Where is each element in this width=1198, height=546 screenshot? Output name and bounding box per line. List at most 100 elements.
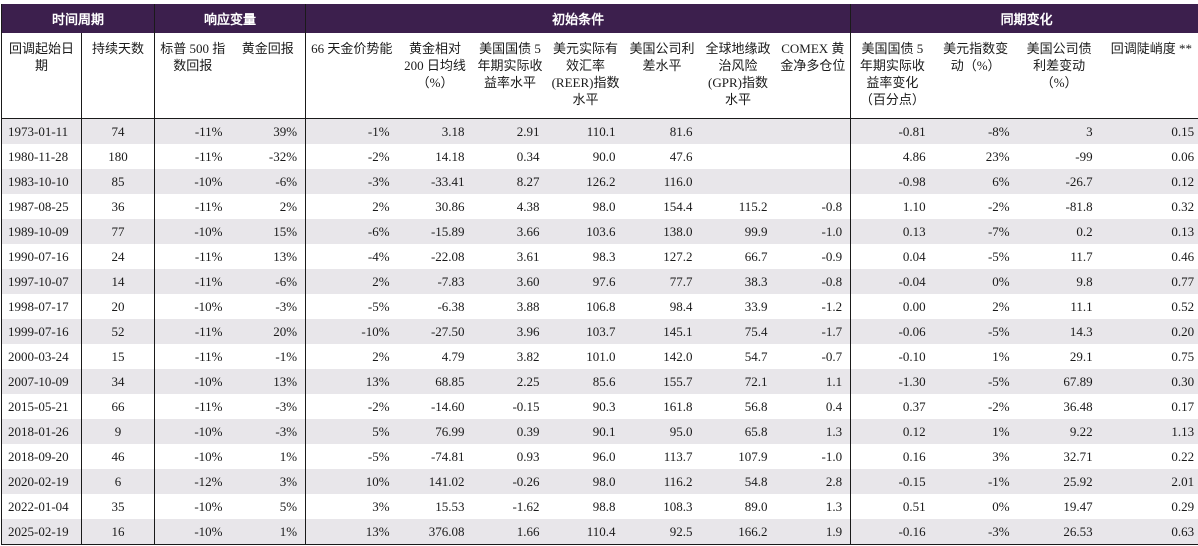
cell-duration: 52 [80,319,155,344]
cell-usd-reer: 103.7 [547,319,624,344]
cell-credit-spread: 142.0 [623,344,701,369]
cell-comex-net-long: 1.9 [775,519,851,545]
cell-usd-reer: 101.0 [547,344,624,369]
cell-dxy-change: -3% [933,519,1018,545]
cell-duration: 20 [80,294,155,319]
cell-5y-real-yield: 3.66 [472,219,548,244]
cell-gpr-index [700,144,776,169]
cell-gpr-index: 99.9 [700,219,776,244]
cell-spread-change: 14.3 [1017,319,1101,344]
cell-dxy-change: 1% [933,419,1018,444]
cell-gpr-index: 33.9 [700,294,776,319]
cell-spread-change: 9.8 [1017,269,1101,294]
cell-real-yield-change: 1.10 [850,194,934,219]
cell-credit-spread: 98.4 [623,294,701,319]
col-header-usd-reer: 美元实际有效汇率 (REER)指数水平 [547,33,624,119]
cell-sp500-return: -11% [154,144,231,169]
cell-credit-spread: 138.0 [623,219,701,244]
cell-real-yield-change: -0.81 [850,118,934,144]
cell-gold-vs-200dma: 68.85 [397,369,473,394]
cell-spread-change: 26.53 [1017,519,1101,545]
cell-steepness: 0.06 [1100,144,1198,169]
cell-start-date: 1973-01-11 [1,118,82,144]
cell-66d-momentum: 13% [305,519,398,545]
cell-credit-spread: 145.1 [623,319,701,344]
cell-start-date: 1987-08-25 [1,194,82,219]
cell-real-yield-change: -1.30 [850,369,934,394]
cell-real-yield-change: 0.04 [850,244,934,269]
cell-duration: 6 [80,469,155,494]
cell-gold-return: 5% [230,494,306,519]
cell-comex-net-long: 2.8 [775,469,851,494]
cell-start-date: 2018-01-26 [1,419,82,444]
cell-comex-net-long: 0.4 [775,394,851,419]
cell-credit-spread: 108.3 [623,494,701,519]
cell-comex-net-long [775,118,851,144]
cell-spread-change: -81.8 [1017,194,1101,219]
col-header-sp500-return: 标普 500 指数回报 [154,33,231,119]
cell-usd-reer: 96.0 [547,444,624,469]
cell-comex-net-long: -1.7 [775,319,851,344]
cell-real-yield-change: -0.04 [850,269,934,294]
cell-gold-return: -6% [230,169,306,194]
cell-usd-reer: 126.2 [547,169,624,194]
cell-duration: 77 [80,219,155,244]
table-row: 1999-07-16 52 -11% 20% -10% -27.50 3.96 103.7 14… [1,319,1198,344]
cell-66d-momentum: 5% [305,419,398,444]
cell-gold-vs-200dma: 141.02 [397,469,473,494]
cell-duration: 34 [80,369,155,394]
cell-real-yield-change: 0.16 [850,444,934,469]
table-row: 2022-01-04 35 -10% 5% 3% 15.53 -1.62 98.8 108.3 8… [1,494,1198,519]
cell-gold-return: 15% [230,219,306,244]
cell-start-date: 1998-07-17 [1,294,82,319]
cell-steepness: 2.01 [1100,469,1198,494]
table-row: 2018-01-26 9 -10% -3% 5% 76.99 0.39 90.1 95.0 65.… [1,419,1198,444]
cell-5y-real-yield: 3.88 [472,294,548,319]
cell-sp500-return: -11% [154,394,231,419]
cell-usd-reer: 110.1 [547,118,624,144]
cell-dxy-change: -7% [933,219,1018,244]
cell-credit-spread: 47.6 [623,144,701,169]
cell-66d-momentum: -2% [305,394,398,419]
col-header-dxy-change: 美元指数变动（%） [933,33,1018,119]
cell-gold-return: -6% [230,269,306,294]
cell-gpr-index [700,118,776,144]
cell-5y-real-yield: -0.26 [472,469,548,494]
table-row: 1980-11-28 180 -11% -32% -2% 14.18 0.34 90.0 47.… [1,144,1198,169]
cell-usd-reer: 97.6 [547,269,624,294]
cell-spread-change: 11.7 [1017,244,1101,269]
cell-dxy-change: -2% [933,194,1018,219]
cell-real-yield-change: -0.06 [850,319,934,344]
cell-spread-change: 3 [1017,118,1101,144]
cell-sp500-return: -11% [154,194,231,219]
cell-steepness: 1.13 [1100,419,1198,444]
col-header-66d-momentum: 66 天金价势能 [305,33,398,119]
gold-pullback-table: 时间周期 响应变量 初始条件 同期变化 回调起始日期 持续天数 标普 500 指… [0,4,1198,545]
cell-steepness: 0.52 [1100,294,1198,319]
cell-5y-real-yield: 3.60 [472,269,548,294]
cell-66d-momentum: 2% [305,269,398,294]
column-header-row: 回调起始日期 持续天数 标普 500 指数回报 黄金回报 66 天金价势能 黄金… [1,33,1198,119]
group-response-header: 响应变量 [154,4,307,33]
cell-gold-vs-200dma: 30.86 [397,194,473,219]
cell-comex-net-long: 1.3 [775,419,851,444]
cell-5y-real-yield: 3.61 [472,244,548,269]
cell-dxy-change: -8% [933,118,1018,144]
cell-66d-momentum: -1% [305,118,398,144]
cell-start-date: 2015-05-21 [1,394,82,419]
cell-steepness: 0.13 [1100,219,1198,244]
cell-gold-vs-200dma: -27.50 [397,319,473,344]
cell-usd-reer: 98.0 [547,469,624,494]
table-row: 1998-07-17 20 -10% -3% -5% -6.38 3.88 106.8 98.4… [1,294,1198,319]
cell-dxy-change: 3% [933,444,1018,469]
cell-real-yield-change: 4.86 [850,144,934,169]
cell-duration: 15 [80,344,155,369]
cell-start-date: 1990-07-16 [1,244,82,269]
cell-usd-reer: 110.4 [547,519,624,545]
cell-gold-return: 13% [230,369,306,394]
cell-real-yield-change: -0.10 [850,344,934,369]
cell-gpr-index: 54.8 [700,469,776,494]
cell-66d-momentum: -5% [305,444,398,469]
cell-spread-change: 32.71 [1017,444,1101,469]
cell-real-yield-change: -0.15 [850,469,934,494]
